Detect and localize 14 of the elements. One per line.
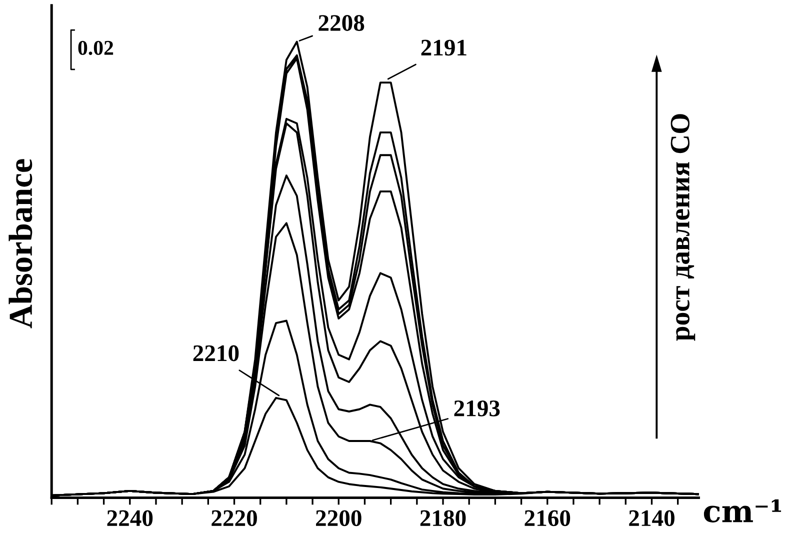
x-tick-label: 2180 (420, 510, 466, 526)
annotation: 2193 (454, 400, 500, 416)
x-axis-title: cm⁻¹ (704, 499, 782, 522)
x-tick-label: 2200 (316, 510, 362, 526)
annotation: рост давления CO (670, 114, 696, 341)
annotation: 0.02 (78, 40, 114, 56)
annotation: 2191 (421, 40, 466, 56)
annotation: 2208 (318, 15, 364, 31)
y-axis-title: Absorbance (8, 159, 32, 328)
x-tick-label: 2220 (212, 510, 257, 526)
annotation: 2210 (193, 345, 239, 362)
x-tick-label: 2160 (524, 510, 570, 526)
x-tick-label: 2140 (629, 510, 674, 526)
x-tick-label: 2240 (107, 510, 153, 526)
